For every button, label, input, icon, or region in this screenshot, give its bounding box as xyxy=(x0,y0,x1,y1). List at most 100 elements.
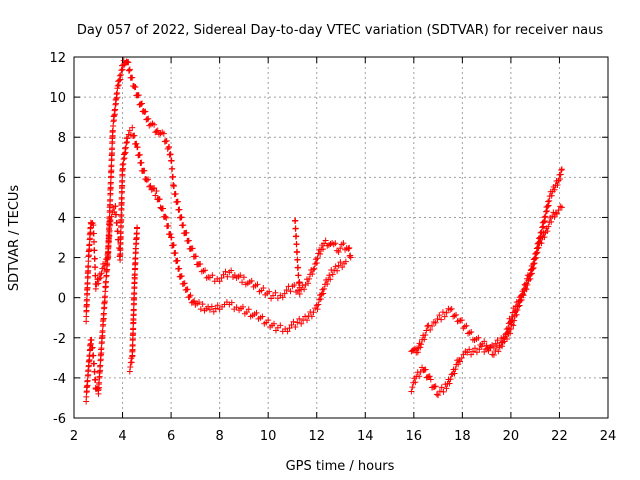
data-point xyxy=(218,275,225,282)
data-point xyxy=(554,210,561,217)
y-tick-label: -4 xyxy=(53,372,66,387)
data-point xyxy=(518,296,525,303)
data-point xyxy=(468,329,475,336)
data-point xyxy=(172,249,179,256)
grid xyxy=(74,57,608,418)
data-point xyxy=(540,218,547,225)
data-point xyxy=(166,143,173,150)
data-point xyxy=(443,385,450,392)
data-point xyxy=(513,311,520,318)
data-point xyxy=(470,348,477,355)
data-point xyxy=(167,231,174,238)
x-tick-label: 6 xyxy=(167,429,175,444)
data-point xyxy=(314,306,321,313)
data-point xyxy=(558,204,565,211)
data-point xyxy=(298,320,305,327)
data-point xyxy=(453,311,460,318)
data-point xyxy=(208,303,215,310)
data-point xyxy=(118,67,125,74)
data-point xyxy=(517,297,524,304)
data-point xyxy=(292,323,299,330)
data-point xyxy=(434,316,441,323)
data-point xyxy=(153,187,160,194)
data-point xyxy=(129,124,136,131)
data-point xyxy=(339,264,346,271)
data-point xyxy=(294,319,301,326)
data-point xyxy=(240,274,247,281)
data-point xyxy=(554,181,561,188)
y-tick-label: 6 xyxy=(58,171,66,186)
data-point xyxy=(89,344,96,351)
data-point xyxy=(471,345,478,352)
data-point xyxy=(113,211,120,218)
data-point xyxy=(142,108,149,115)
data-point xyxy=(417,344,424,351)
data-point xyxy=(174,198,181,205)
data-point xyxy=(507,325,514,332)
data-point xyxy=(92,285,99,292)
data-point xyxy=(90,352,97,359)
data-point xyxy=(460,351,467,358)
data-point xyxy=(288,321,295,328)
data-point xyxy=(119,66,126,73)
data-point xyxy=(178,273,185,280)
x-tick-label: 14 xyxy=(357,429,374,444)
data-point xyxy=(458,355,465,362)
data-point xyxy=(464,349,471,356)
data-point xyxy=(346,244,353,251)
data-point xyxy=(410,346,417,353)
y-tick-label: 4 xyxy=(58,211,66,226)
data-point xyxy=(228,267,235,274)
data-point xyxy=(199,301,206,308)
data-point xyxy=(265,317,272,324)
data-point xyxy=(91,368,98,375)
data-point xyxy=(463,322,470,329)
data-point xyxy=(296,315,303,322)
data-point xyxy=(315,301,322,308)
data-point xyxy=(421,336,428,343)
data-point xyxy=(187,292,194,299)
data-point xyxy=(310,309,317,316)
data-point xyxy=(439,309,446,316)
data-point xyxy=(294,287,301,294)
data-point xyxy=(248,277,255,284)
data-point xyxy=(478,343,485,350)
data-point xyxy=(191,297,198,304)
data-point xyxy=(209,272,216,279)
data-point xyxy=(283,287,290,294)
data-point xyxy=(508,313,515,320)
data-point xyxy=(332,240,339,247)
data-point xyxy=(293,233,300,240)
data-point xyxy=(456,358,463,365)
data-point xyxy=(145,115,152,122)
data-point xyxy=(499,339,506,346)
data-point xyxy=(129,74,136,81)
data-point xyxy=(490,352,497,359)
data-point xyxy=(432,383,439,390)
data-point xyxy=(296,279,303,286)
data-point xyxy=(260,285,267,292)
data-point xyxy=(532,254,539,261)
chart-title: Day 057 of 2022, Sidereal Day-to-day VTE… xyxy=(77,23,604,38)
x-tick-label: 4 xyxy=(118,429,126,444)
data-point xyxy=(505,325,512,332)
data-point xyxy=(544,203,551,210)
x-tick-label: 10 xyxy=(260,429,277,444)
y-tick-label: 0 xyxy=(58,292,66,307)
data-point xyxy=(423,327,430,334)
data-point xyxy=(340,240,347,247)
data-point xyxy=(481,338,488,345)
data-point xyxy=(539,224,546,231)
data-point xyxy=(107,218,114,225)
data-point xyxy=(342,258,349,265)
data-point xyxy=(408,388,415,395)
y-tick-label: -2 xyxy=(53,332,66,347)
data-point xyxy=(116,77,123,84)
data-point xyxy=(121,61,128,68)
data-point xyxy=(538,240,545,247)
data-point xyxy=(145,176,152,183)
data-point xyxy=(277,322,284,329)
data-point xyxy=(427,326,434,333)
data-point xyxy=(294,248,301,255)
data-point xyxy=(525,276,532,283)
